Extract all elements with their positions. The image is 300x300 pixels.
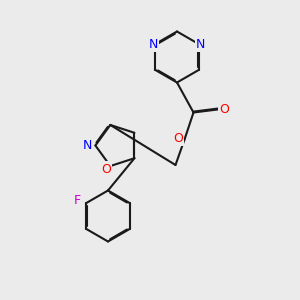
Text: O: O bbox=[219, 103, 229, 116]
Text: O: O bbox=[101, 163, 111, 176]
Text: O: O bbox=[173, 131, 183, 145]
Text: N: N bbox=[149, 38, 158, 51]
Text: N: N bbox=[82, 139, 92, 152]
Text: F: F bbox=[74, 194, 81, 207]
Text: N: N bbox=[196, 38, 205, 51]
